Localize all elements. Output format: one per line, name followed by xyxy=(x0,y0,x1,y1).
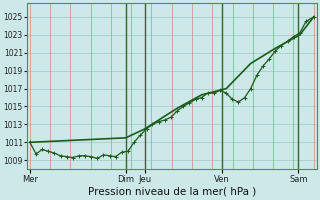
X-axis label: Pression niveau de la mer( hPa ): Pression niveau de la mer( hPa ) xyxy=(88,187,256,197)
